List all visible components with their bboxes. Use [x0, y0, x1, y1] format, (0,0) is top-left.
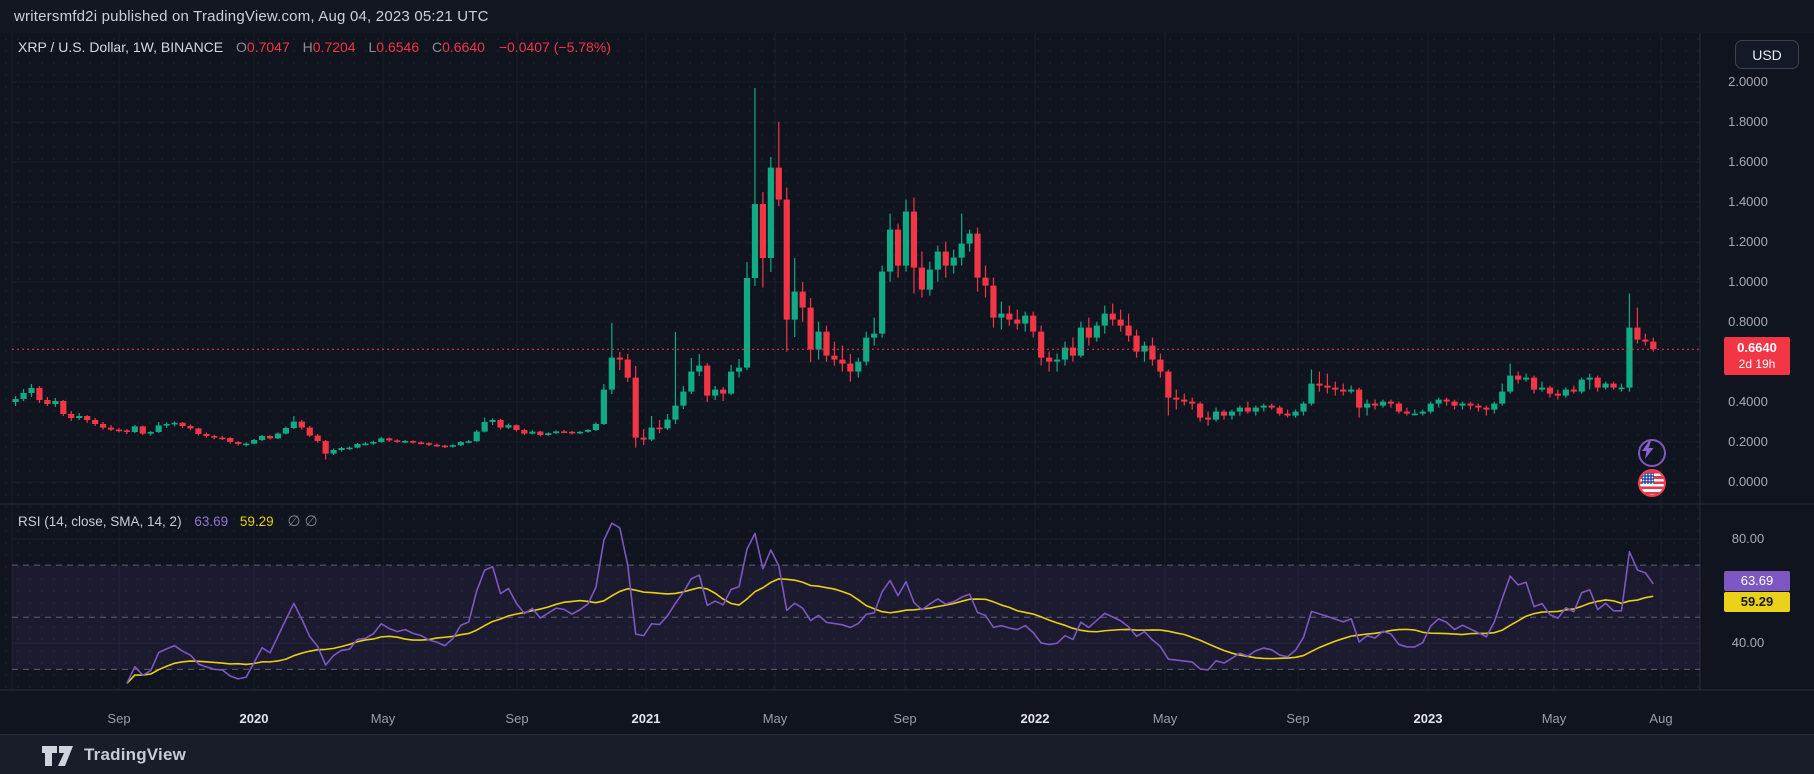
time-tick-label: Sep — [1286, 711, 1310, 726]
time-tick-label: 2020 — [239, 711, 269, 726]
time-tick-label: Sep — [893, 711, 917, 726]
time-tick-label: May — [1541, 711, 1567, 726]
rsi-legend[interactable]: RSI (14, close, SMA, 14, 2) 63.69 59.29 … — [18, 512, 318, 530]
ohlc-low: L0.6546 — [368, 39, 420, 55]
publish-attribution: writersmfd2i published on TradingView.co… — [14, 8, 489, 25]
last-price-value: 0.6640 — [1737, 340, 1777, 355]
rsi-tick-label: 40.00 — [1731, 635, 1765, 651]
time-tick-label: Sep — [505, 711, 529, 726]
symbol-title: XRP / U.S. Dollar, 1W, BINANCE — [18, 39, 224, 55]
ohlc-close: C0.6640 — [432, 39, 485, 55]
price-tick-label: 1.0000 — [1728, 274, 1768, 289]
time-tick-label: 2023 — [1413, 711, 1443, 726]
candlestick-series — [12, 88, 1657, 460]
time-tick-label: May — [370, 711, 396, 726]
rsi-current-value: 63.69 — [194, 514, 229, 529]
rsi-line — [126, 522, 1654, 684]
rsi-sma-line — [126, 578, 1654, 684]
time-tick-label: May — [762, 711, 788, 726]
last-price-badge: 0.6640 2d 19h — [1724, 337, 1790, 375]
rsi-value-badge: 63.69 — [1724, 571, 1790, 591]
watermark-bar: TradingView — [0, 734, 1814, 774]
rsi-tick-label: 80.00 — [1731, 531, 1765, 546]
flag-canton — [1642, 473, 1654, 484]
price-tick-label: 0.0000 — [1728, 474, 1768, 489]
price-tick-label: 2.0000 — [1728, 74, 1768, 89]
us-flag-icon[interactable] — [1638, 469, 1666, 497]
price-tick-label: 0.2000 — [1728, 434, 1768, 449]
ohlc-open: O0.7047 — [236, 39, 290, 55]
empty-set-icons: ∅ ∅ — [287, 513, 318, 530]
tradingview-wordmark[interactable]: TradingView — [84, 745, 187, 764]
rsi-sma-badge: 59.29 — [1724, 592, 1790, 612]
lightning-bolt-icon[interactable] — [1638, 439, 1666, 467]
bolt-glyph — [1642, 441, 1654, 459]
price-tick-label: 0.8000 — [1728, 314, 1768, 329]
symbol-legend[interactable]: XRP / U.S. Dollar, 1W, BINANCE O0.7047 H… — [18, 39, 611, 55]
bar-close-countdown: 2d 19h — [1738, 357, 1776, 371]
time-tick-label: 2022 — [1020, 711, 1050, 726]
ohlc-high: H0.7204 — [302, 39, 356, 55]
time-tick-label: Aug — [1649, 711, 1673, 726]
chart-region[interactable]: XRP / U.S. Dollar, 1W, BINANCE O0.7047 H… — [0, 33, 1814, 734]
candlestick-rsi-chart — [0, 33, 1814, 691]
tradingview-logo-icon[interactable] — [40, 743, 76, 769]
price-tick-label: 1.6000 — [1728, 154, 1768, 169]
time-tick-label: May — [1152, 711, 1178, 726]
price-tick-label: 0.4000 — [1728, 394, 1768, 409]
rsi-title: RSI (14, close, SMA, 14, 2) — [18, 514, 182, 529]
currency-toggle-button[interactable]: USD — [1735, 40, 1799, 69]
price-tick-label: 1.4000 — [1728, 194, 1768, 209]
price-tick-label: 1.2000 — [1728, 234, 1768, 249]
grid-lines — [0, 33, 1814, 691]
time-tick-label: 2021 — [631, 711, 661, 726]
time-tick-label: Sep — [107, 711, 131, 726]
rsi-sma-value: 59.29 — [239, 514, 274, 529]
price-tick-label: 1.8000 — [1728, 114, 1768, 129]
rsi-band — [12, 564, 1700, 670]
price-change: −0.0407 (−5.78%) — [498, 39, 611, 55]
